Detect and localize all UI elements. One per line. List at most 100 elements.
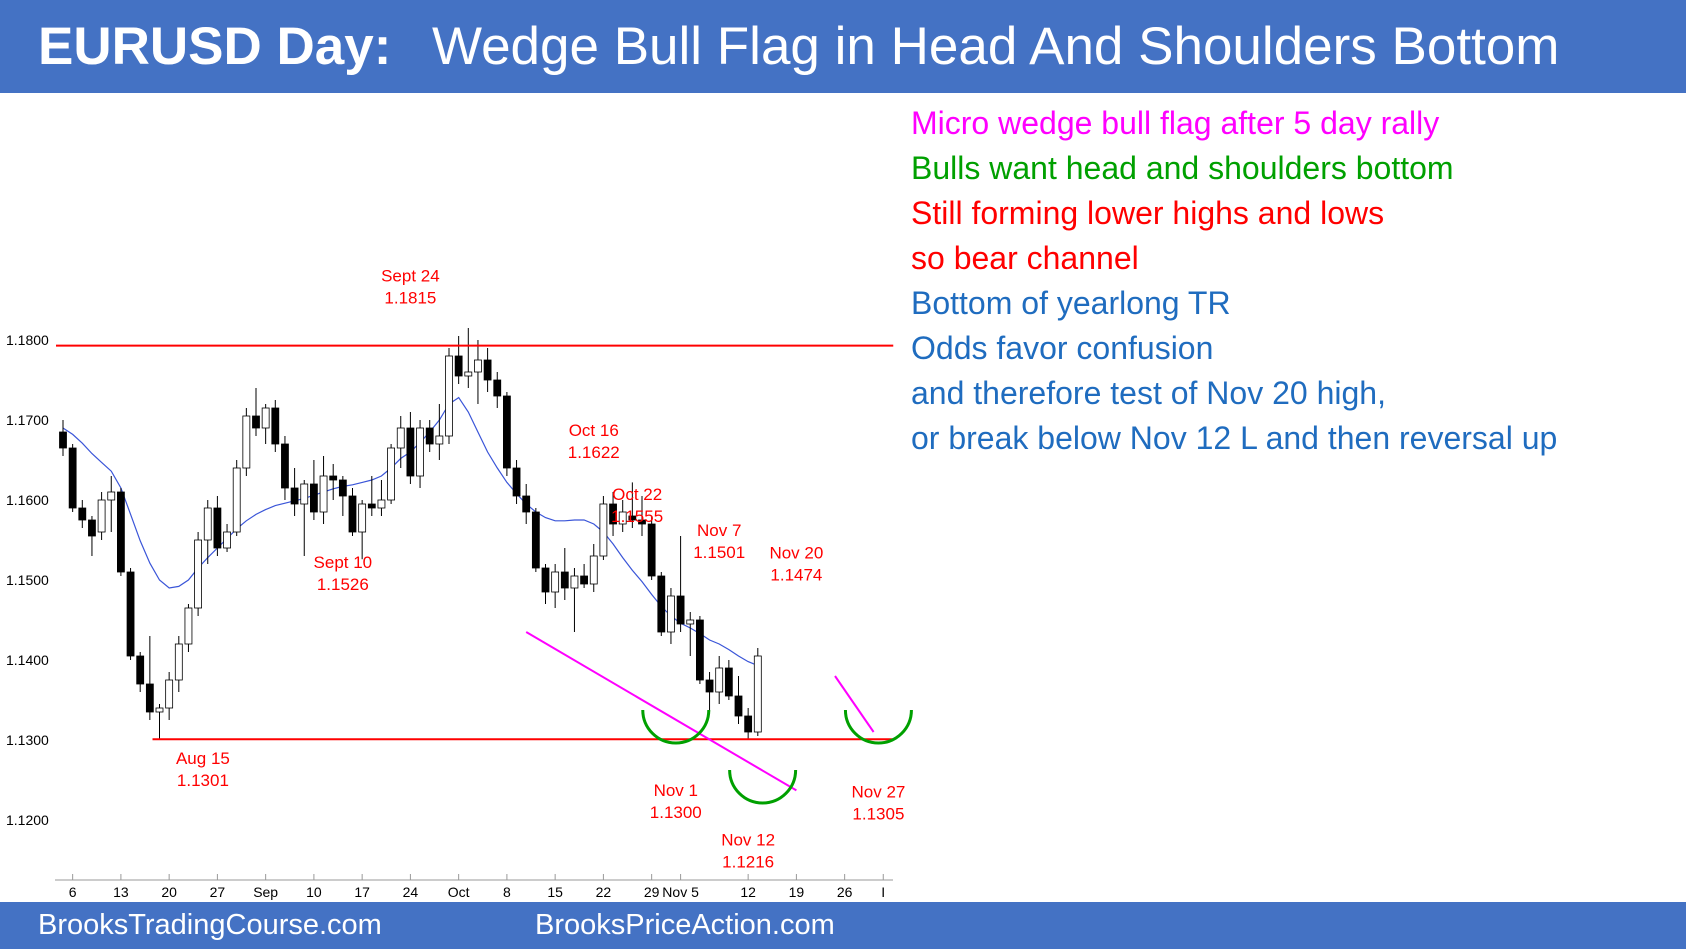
candle <box>416 420 424 488</box>
price-annotation: Sept 10 <box>314 553 373 572</box>
candle-body <box>493 379 502 397</box>
x-tick-label: 8 <box>503 884 511 900</box>
candle <box>599 496 608 560</box>
candle-body <box>618 511 627 525</box>
candle <box>223 524 231 552</box>
candle <box>425 420 434 452</box>
price-annotation: Sept 24 <box>381 267 440 286</box>
candle-body <box>68 447 77 509</box>
price-annotation: 1.1216 <box>722 853 774 872</box>
candle-body <box>667 595 675 633</box>
candle-body <box>107 491 116 501</box>
candle-body <box>599 503 608 557</box>
candle <box>165 672 174 720</box>
candle-body <box>232 467 241 533</box>
candle-body <box>686 619 695 625</box>
candle-body <box>454 355 463 377</box>
candle <box>155 704 164 740</box>
x-tick-label: 27 <box>210 884 226 900</box>
candle <box>184 604 193 652</box>
x-tick-label: 29 <box>644 884 660 900</box>
candle <box>464 328 473 388</box>
x-tick-label: Sep <box>253 884 278 900</box>
x-tick-label: 26 <box>837 884 853 900</box>
candle-body <box>445 355 453 437</box>
candle-body <box>541 567 550 593</box>
candle <box>252 388 260 436</box>
candle <box>396 416 405 468</box>
price-annotation: Nov 12 <box>721 831 775 850</box>
candle <box>454 336 463 384</box>
y-tick-label: 1.1200 <box>6 812 49 828</box>
candle-body <box>136 655 145 685</box>
candle <box>570 568 579 632</box>
head-shoulders-arc <box>728 769 798 805</box>
candle <box>541 564 550 604</box>
candle <box>493 372 502 408</box>
candle <box>406 412 415 484</box>
candle-body <box>609 503 617 525</box>
x-tick-label: 20 <box>161 884 177 900</box>
footer-site-price-action: BrooksPriceAction.com <box>535 909 835 941</box>
candle <box>107 476 116 532</box>
candle <box>117 488 125 576</box>
candle <box>512 460 521 504</box>
x-tick-label: 19 <box>789 884 805 900</box>
candle <box>686 612 695 656</box>
x-tick-label: Nov 5 <box>662 884 699 900</box>
candle-body <box>290 487 299 505</box>
wedge-bull-flag-line <box>525 631 797 792</box>
candle-body <box>580 575 588 585</box>
candle <box>68 444 77 512</box>
price-annotation: 1.1555 <box>611 507 663 526</box>
candle-body <box>628 515 637 521</box>
candle-body <box>367 503 376 509</box>
candle <box>290 468 299 516</box>
candle-body <box>570 575 579 589</box>
candle-body <box>338 479 347 497</box>
candle-body <box>657 575 666 633</box>
candle <box>97 492 106 540</box>
candle-body <box>319 475 328 513</box>
price-annotation: 1.1526 <box>317 575 369 594</box>
y-tick-label: 1.1400 <box>6 652 49 668</box>
candle-body <box>696 619 704 681</box>
candle-body <box>589 555 598 585</box>
candle-body <box>194 539 203 609</box>
candle <box>319 456 328 524</box>
candle <box>271 400 280 452</box>
candle-body <box>483 359 492 381</box>
price-annotation: Oct 22 <box>612 485 662 504</box>
candle-body <box>300 483 309 505</box>
candle <box>638 496 646 536</box>
candle <box>589 544 598 592</box>
candle-body <box>97 499 106 533</box>
candle-body <box>281 443 289 489</box>
candle <box>59 420 67 456</box>
price-annotation: 1.1815 <box>384 289 436 308</box>
price-annotation: 1.1474 <box>770 565 822 584</box>
candle <box>696 616 704 684</box>
candle <box>618 500 627 532</box>
candle <box>242 408 251 476</box>
candle-body <box>358 503 367 533</box>
candle <box>174 636 183 692</box>
candle-body <box>522 495 531 513</box>
price-annotation: 1.1300 <box>650 803 702 822</box>
candle <box>232 460 241 536</box>
candle <box>387 444 396 504</box>
candle <box>358 500 367 560</box>
footer-banner: BrooksTradingCourse.com BrooksPriceActio… <box>0 902 1686 949</box>
candle-body <box>425 427 434 445</box>
x-tick-label: 12 <box>740 884 756 900</box>
candle-body <box>560 571 569 589</box>
candle-body <box>126 571 135 657</box>
candle-body <box>744 715 753 733</box>
candle <box>628 482 637 528</box>
x-tick-label: I <box>881 884 885 900</box>
candle-body <box>165 679 174 709</box>
x-tick-label: 17 <box>354 884 370 900</box>
candle <box>560 548 569 600</box>
candle-body <box>474 359 482 373</box>
commentary-note: Micro wedge bull flag after 5 day rally <box>911 105 1440 141</box>
